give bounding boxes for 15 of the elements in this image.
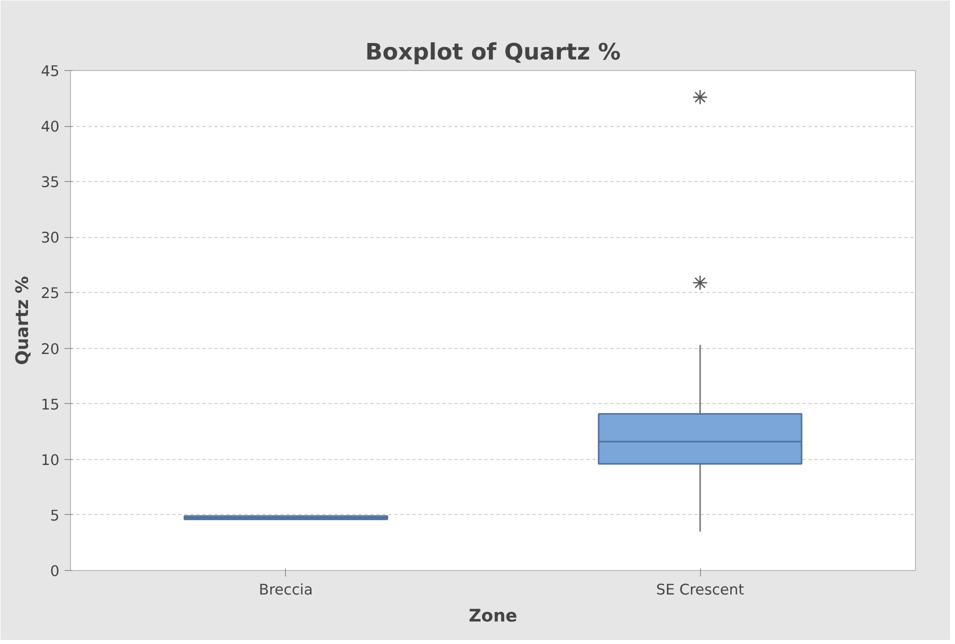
y-tick-label: 25 — [40, 285, 60, 302]
chart-title: Boxplot of Quartz % — [365, 40, 621, 66]
x-tick-label: Breccia — [258, 582, 313, 598]
y-tick-label: 15 — [40, 396, 60, 414]
y-tick-label: 0 — [50, 563, 60, 580]
y-tick-label: 5 — [50, 507, 60, 524]
y-tick-label: 20 — [40, 340, 60, 358]
y-tick-label: 30 — [40, 230, 60, 247]
y-tick-label: 40 — [40, 118, 60, 136]
x-tick-label: SE Crescent — [656, 582, 744, 598]
y-tick-label: 45 — [40, 63, 60, 80]
y-tick-label: 10 — [40, 452, 60, 469]
y-tick-label: 35 — [40, 174, 60, 192]
x-axis-title: Zone — [468, 606, 518, 626]
y-axis-title: Quartz % — [12, 276, 33, 366]
